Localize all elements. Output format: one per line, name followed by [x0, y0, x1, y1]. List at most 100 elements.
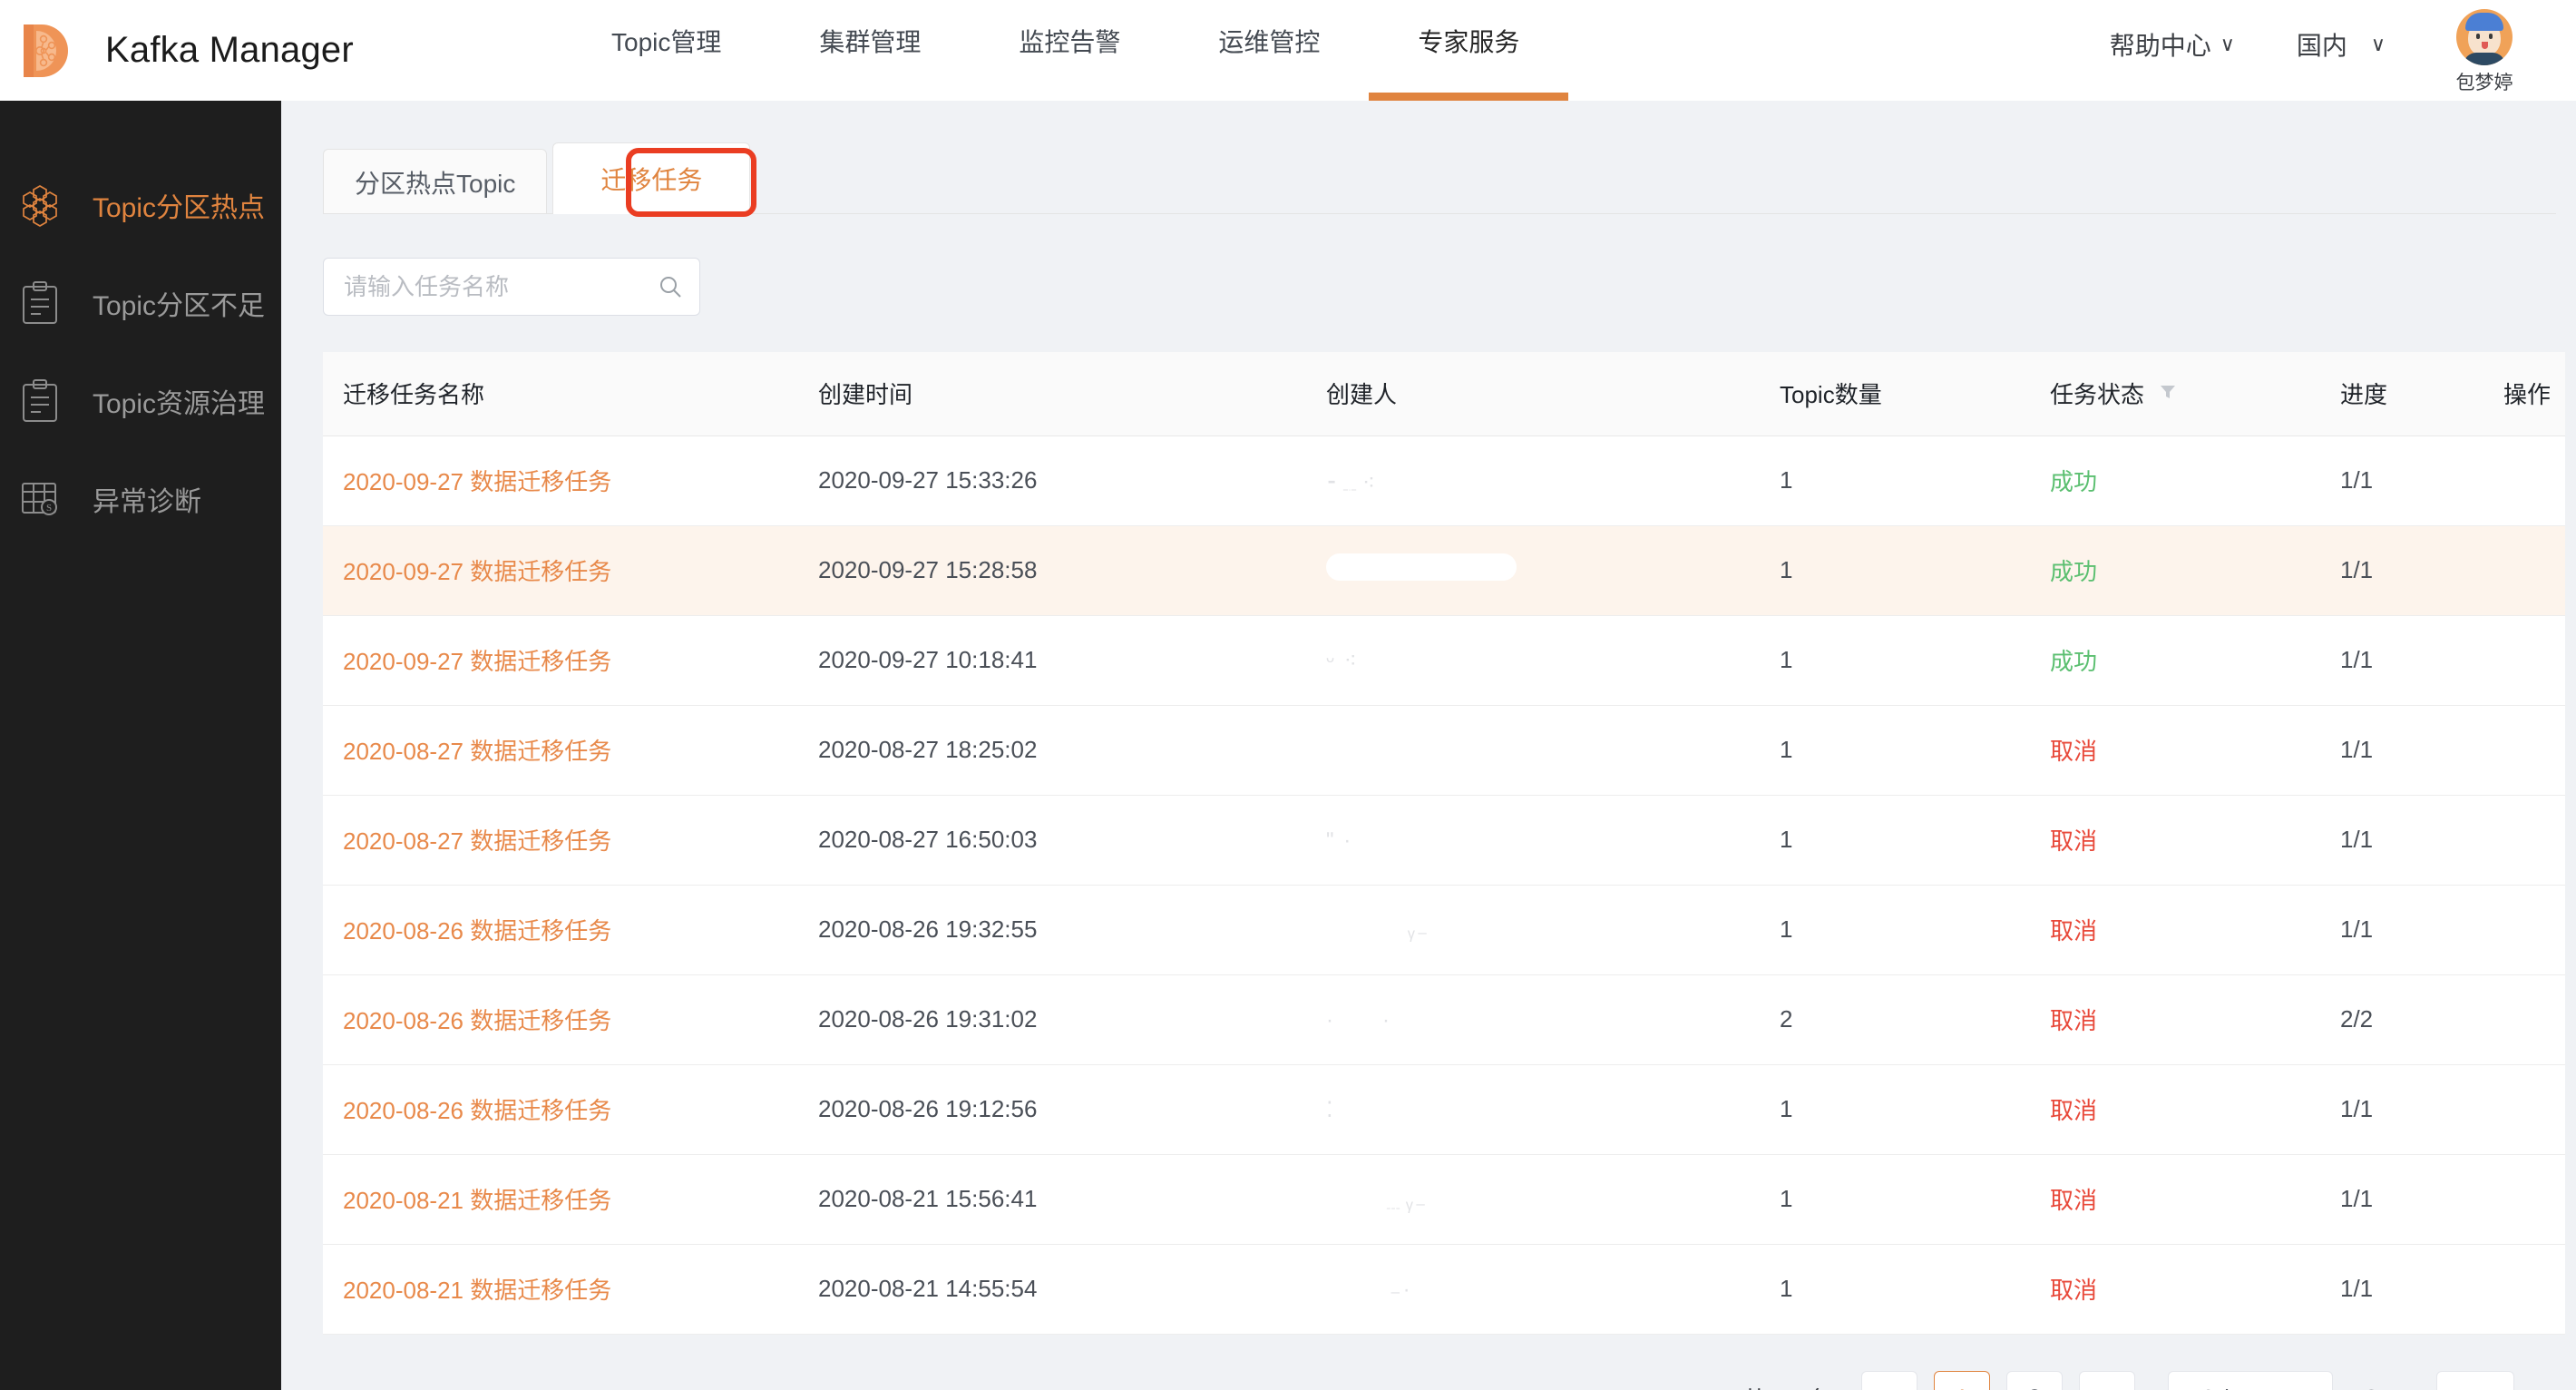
- nav-label: 运维管控: [1218, 27, 1321, 56]
- goto-label: Go to: [2362, 1385, 2420, 1390]
- column-header-task-status[interactable]: 任务状态: [2034, 352, 2324, 436]
- filter-icon[interactable]: [2159, 379, 2177, 407]
- cell-action[interactable]: [2487, 525, 2565, 616]
- tab-bar: 分区热点Topic 迁移任务: [323, 142, 2556, 217]
- status-badge: 取消: [2050, 1187, 2098, 1214]
- sidebar-item-topic-ziyuan-zhili[interactable]: Topic资源治理: [0, 360, 281, 442]
- search-box[interactable]: [323, 258, 700, 316]
- search-input[interactable]: [344, 272, 648, 301]
- brand-area[interactable]: Kafka Manager: [0, 21, 544, 81]
- task-name-link[interactable]: 2020-09-27 数据迁移任务: [343, 558, 612, 585]
- sidebar-item-topic-fenqu-redian[interactable]: Topic分区热点: [0, 164, 281, 246]
- cell-created-at: 2020-08-26 19:12:56: [802, 1064, 1310, 1155]
- table-row[interactable]: 2020-08-26 数据迁移任务 2020-08-26 19:31:02 · …: [323, 974, 2565, 1065]
- status-badge: 取消: [2050, 1007, 2098, 1034]
- sidebar-item-label: Topic分区热点: [93, 193, 266, 223]
- task-name-link[interactable]: 2020-08-21 数据迁移任务: [343, 1187, 612, 1214]
- cell-action[interactable]: [2487, 795, 2565, 886]
- search-icon[interactable]: [657, 273, 684, 300]
- cell-created-at: 2020-08-26 19:32:55: [802, 885, 1310, 975]
- cell-task-name[interactable]: 2020-09-27 数据迁移任务: [323, 436, 802, 526]
- table-row[interactable]: 2020-09-27 数据迁移任务 2020-09-27 15:28:58 1 …: [323, 525, 2565, 616]
- cell-task-name[interactable]: 2020-08-26 数据迁移任务: [323, 974, 802, 1065]
- cell-task-name[interactable]: 2020-08-21 数据迁移任务: [323, 1244, 802, 1335]
- cell-action[interactable]: [2487, 1064, 2565, 1155]
- tab-qianyi-renwu[interactable]: 迁移任务: [552, 142, 751, 214]
- tab-fenqu-redian-topic[interactable]: 分区热点Topic: [323, 149, 548, 214]
- cell-action[interactable]: [2487, 615, 2565, 706]
- cell-created-at: 2020-09-27 10:18:41: [802, 615, 1310, 706]
- user-menu[interactable]: 包梦婷: [2425, 9, 2543, 95]
- nav-item-jiankong-gaojing[interactable]: 监控告警: [970, 0, 1169, 101]
- redacted-creator: [1326, 553, 1517, 581]
- cell-topic-count: 2: [1763, 974, 2034, 1065]
- status-badge: 取消: [2050, 827, 2098, 855]
- header-right-actions: 帮助中心 ∨ 国内 ∨ 包梦婷: [2079, 5, 2576, 95]
- cell-action[interactable]: [2487, 1244, 2565, 1335]
- cell-action[interactable]: [2487, 436, 2565, 526]
- cell-task-name[interactable]: 2020-08-26 数据迁移任务: [323, 1064, 802, 1155]
- task-name-link[interactable]: 2020-08-27 数据迁移任务: [343, 738, 612, 765]
- column-header-progress: 进度: [2324, 352, 2487, 436]
- nav-item-zhuanjia-fuwu[interactable]: 专家服务: [1369, 0, 1569, 101]
- cell-task-name[interactable]: 2020-09-27 数据迁移任务: [323, 525, 802, 616]
- task-name-link[interactable]: 2020-08-21 数据迁移任务: [343, 1277, 612, 1304]
- goto-page-input[interactable]: [2436, 1370, 2514, 1390]
- chevron-down-icon: ∨: [2220, 32, 2235, 55]
- status-badge: 取消: [2050, 917, 2098, 945]
- redacted-creator: ᵧ₋: [1408, 918, 1430, 943]
- pagination-prev-button[interactable]: ‹: [1860, 1370, 1917, 1390]
- cell-action[interactable]: [2487, 705, 2565, 796]
- task-name-link[interactable]: 2020-09-27 数据迁移任务: [343, 468, 612, 495]
- table-row[interactable]: 2020-08-27 数据迁移任务 2020-08-27 16:50:03 ʺ …: [323, 795, 2565, 886]
- table-row[interactable]: 2020-09-27 数据迁移任务 2020-09-27 10:18:41 ᵕ …: [323, 615, 2565, 706]
- cell-progress: 1/1: [2324, 1154, 2487, 1245]
- cell-topic-count: 1: [1763, 525, 2034, 616]
- cell-task-name[interactable]: 2020-08-26 数据迁移任务: [323, 885, 802, 975]
- cell-created-at: 2020-08-27 16:50:03: [802, 795, 1310, 886]
- table-row[interactable]: 2020-08-26 数据迁移任务 2020-08-26 19:12:56 ⁚ …: [323, 1064, 2565, 1155]
- cell-creator: ₋·: [1310, 1244, 1763, 1335]
- column-header-task-name: 迁移任务名称: [323, 352, 802, 436]
- page-number-label: 2: [2027, 1385, 2041, 1390]
- task-name-link[interactable]: 2020-09-27 数据迁移任务: [343, 648, 612, 675]
- nav-item-yunwei-guankong[interactable]: 运维管控: [1169, 0, 1369, 101]
- pagination-page-2[interactable]: 2: [2005, 1370, 2063, 1390]
- svg-text:S: S: [46, 503, 52, 514]
- kafka-d-logo-icon: [16, 21, 76, 81]
- cell-progress: 1/1: [2324, 615, 2487, 706]
- task-name-link[interactable]: 2020-08-26 数据迁移任务: [343, 1097, 612, 1124]
- nav-item-jiqun-guanli[interactable]: 集群管理: [770, 0, 970, 101]
- table-row[interactable]: 2020-08-21 数据迁移任务 2020-08-21 15:56:41 ﹍ᵧ…: [323, 1154, 2565, 1245]
- cell-task-name[interactable]: 2020-08-21 数据迁移任务: [323, 1154, 802, 1245]
- table-header: 迁移任务名称 创建时间 创建人 Topic数量 任务状态: [323, 352, 2565, 436]
- sidebar-item-topic-fenqu-buzu[interactable]: Topic分区不足: [0, 262, 281, 344]
- pagination-next-button[interactable]: ›: [2078, 1370, 2135, 1390]
- cell-task-name[interactable]: 2020-08-27 数据迁移任务: [323, 795, 802, 886]
- nav-item-topic-guanli[interactable]: Topic管理: [562, 0, 770, 101]
- cell-task-name[interactable]: 2020-09-27 数据迁移任务: [323, 615, 802, 706]
- table-row[interactable]: 2020-08-26 数据迁移任务 2020-08-26 19:32:55 ᵧ₋…: [323, 885, 2565, 975]
- cell-progress: 2/2: [2324, 974, 2487, 1065]
- cell-action[interactable]: [2487, 885, 2565, 975]
- pagination-page-1[interactable]: 1: [1933, 1370, 1990, 1390]
- table-row[interactable]: 2020-08-21 数据迁移任务 2020-08-21 14:55:54 ₋·…: [323, 1244, 2565, 1335]
- cell-action[interactable]: [2487, 974, 2565, 1065]
- chevron-right-icon: ›: [2103, 1386, 2111, 1390]
- cell-status: 成功: [2034, 525, 2324, 616]
- cell-creator: · ·: [1310, 974, 1763, 1065]
- table-row[interactable]: 2020-08-27 数据迁移任务 2020-08-27 18:25:02 1 …: [323, 705, 2565, 796]
- task-name-link[interactable]: 2020-08-27 数据迁移任务: [343, 827, 612, 855]
- redacted-creator: ᵕ ⁖: [1326, 649, 1359, 673]
- cell-topic-count: 1: [1763, 615, 2034, 706]
- redacted-creator: ʺ ·: [1326, 828, 1353, 853]
- table-row[interactable]: 2020-09-27 数据迁移任务 2020-09-27 15:33:26 ⁃﹎…: [323, 436, 2565, 526]
- help-center-menu[interactable]: 帮助中心 ∨: [2079, 26, 2266, 63]
- region-selector[interactable]: 国内 ∨: [2266, 26, 2416, 63]
- sidebar-item-yichang-zhenduan[interactable]: S 异常诊断: [0, 458, 281, 540]
- cell-task-name[interactable]: 2020-08-27 数据迁移任务: [323, 705, 802, 796]
- task-name-link[interactable]: 2020-08-26 数据迁移任务: [343, 917, 612, 945]
- page-size-selector[interactable]: 10 / page ∨: [2167, 1370, 2334, 1390]
- task-name-link[interactable]: 2020-08-26 数据迁移任务: [343, 1007, 612, 1034]
- cell-action[interactable]: [2487, 1154, 2565, 1245]
